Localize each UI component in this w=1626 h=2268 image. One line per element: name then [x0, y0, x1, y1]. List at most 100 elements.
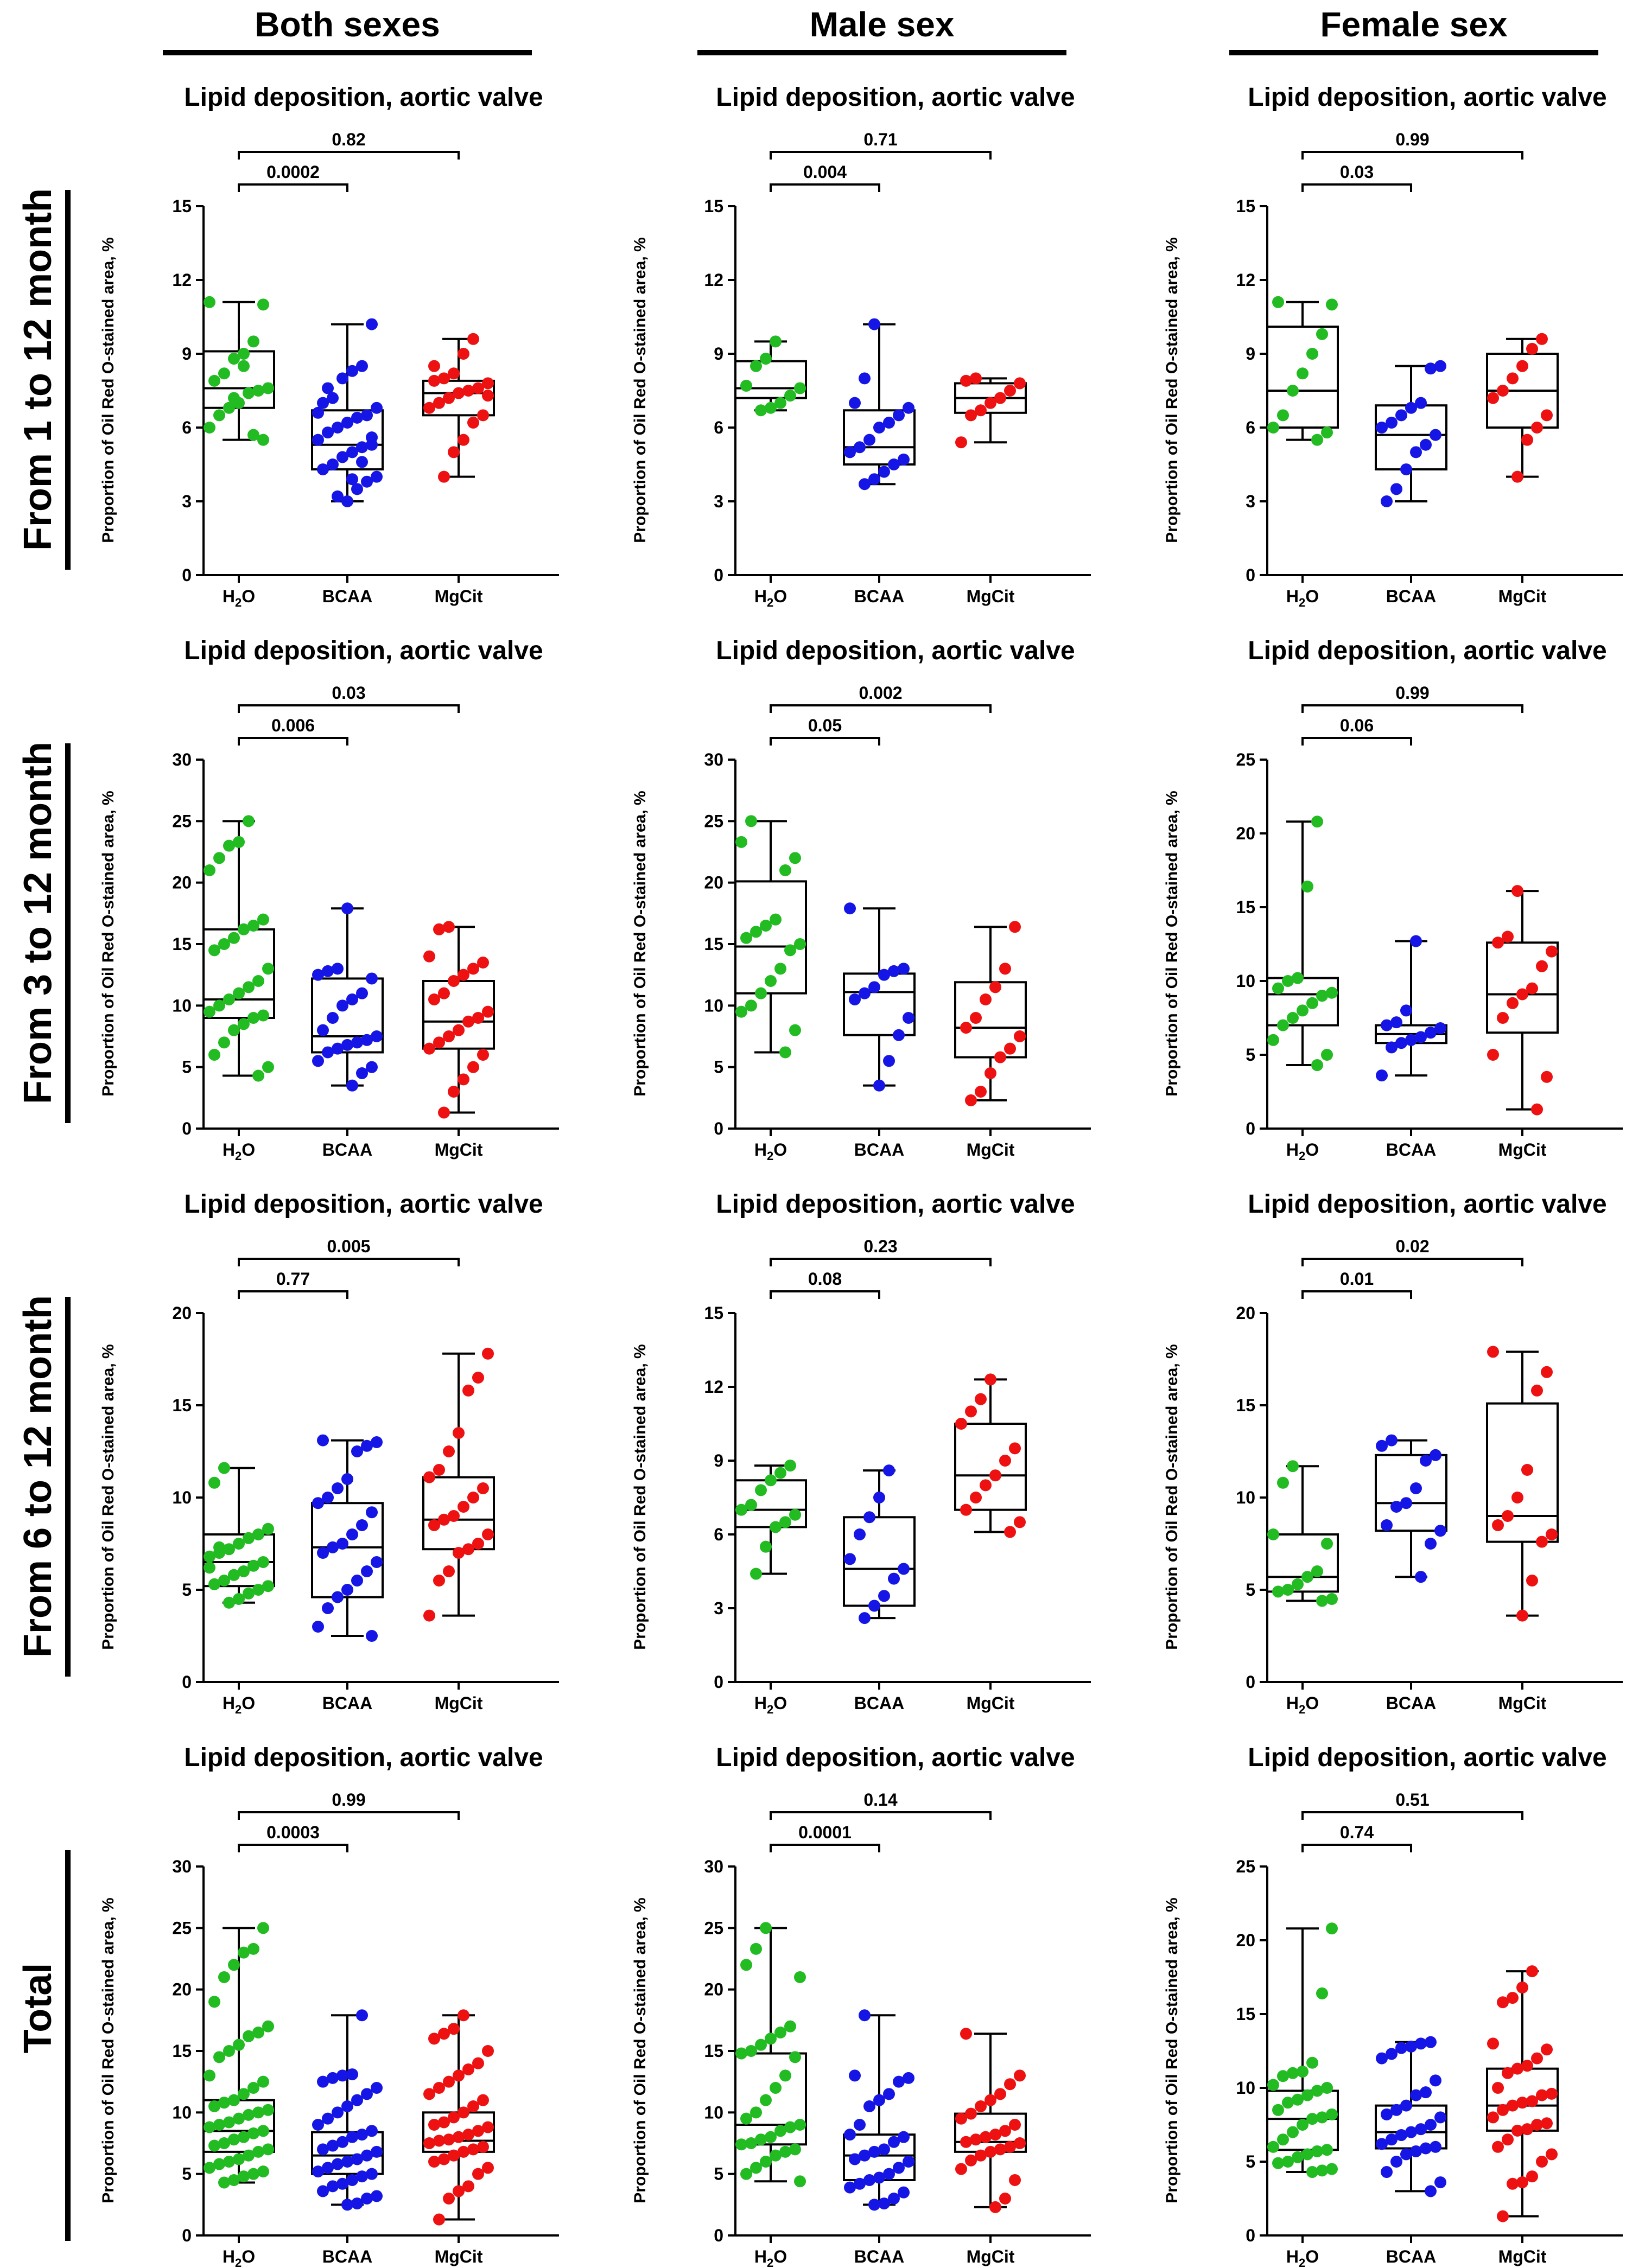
- chart-title: Lipid deposition, aortic valve: [184, 1743, 543, 1772]
- data-point: [482, 1347, 494, 1360]
- data-point: [1004, 1526, 1016, 1538]
- data-point: [247, 920, 259, 932]
- data-point: [243, 1587, 255, 1600]
- data-point: [1430, 2074, 1441, 2087]
- data-point: [1536, 333, 1548, 345]
- data-point: [228, 2133, 240, 2146]
- data-point: [448, 1086, 460, 1098]
- data-point: [1297, 2066, 1309, 2078]
- data-point: [238, 2088, 250, 2100]
- y-tick-label: 30: [172, 750, 192, 769]
- y-tick-label: 0: [714, 1119, 723, 1138]
- data-point: [970, 372, 982, 385]
- y-tick-label: 15: [704, 2041, 723, 2061]
- data-point: [1434, 1022, 1446, 1035]
- box-iqr: [202, 1533, 275, 1588]
- data-point: [1306, 997, 1318, 1009]
- data-point: [346, 1079, 358, 1092]
- y-tick-label: 9: [714, 1451, 723, 1470]
- y-tick-label: 20: [1236, 1303, 1255, 1323]
- data-point: [1541, 1366, 1553, 1378]
- box-chart-panel: Lipid deposition, aortic valve Proportion…: [1151, 1183, 1626, 1716]
- data-point: [467, 1061, 479, 1073]
- p-bracket-h2o-mgcit: [1301, 1258, 1523, 1266]
- box-iqr: [422, 379, 495, 417]
- data-point: [332, 422, 344, 434]
- data-point: [336, 2069, 348, 2082]
- data-point: [477, 409, 489, 422]
- data-point: [312, 1621, 324, 1633]
- data-point: [1405, 1034, 1417, 1046]
- data-point: [228, 2094, 240, 2106]
- data-point: [351, 1445, 363, 1457]
- data-point: [765, 975, 777, 987]
- data-point: [770, 2149, 782, 2162]
- data-point: [1316, 1987, 1328, 1999]
- data-point: [755, 2038, 767, 2051]
- chart-svg: 0 3 6 9 12 15 H2O BCAA MgCit 0.99 0.03: [1236, 130, 1623, 609]
- box-iqr: [843, 409, 916, 466]
- data-point: [462, 2063, 474, 2075]
- data-point: [336, 451, 348, 463]
- data-point: [965, 409, 977, 422]
- data-point: [448, 2111, 460, 2124]
- data-point: [332, 1591, 344, 1603]
- data-point: [868, 1600, 880, 1612]
- p-bracket-h2o-mgcit: [1301, 151, 1523, 160]
- data-point: [204, 422, 215, 434]
- data-point: [1386, 1434, 1398, 1447]
- data-point: [467, 333, 479, 345]
- y-tick-label: 5: [182, 1057, 192, 1077]
- data-point: [760, 1540, 772, 1553]
- y-tick-label: 12: [172, 270, 192, 290]
- data-point: [760, 920, 772, 932]
- data-point: [1521, 2060, 1533, 2072]
- data-point: [989, 1469, 1001, 1482]
- data-point: [970, 1492, 982, 1503]
- x-tick-label: BCAA: [854, 1693, 904, 1713]
- data-point: [989, 981, 1001, 993]
- data-point: [844, 446, 856, 458]
- data-point: [322, 1492, 334, 1503]
- data-point: [477, 2094, 489, 2106]
- data-point: [1381, 1019, 1393, 1031]
- box-chart-panel: Lipid deposition, aortic valve Proportion…: [87, 629, 608, 1163]
- data-point: [1376, 1439, 1388, 1452]
- data-point: [208, 374, 220, 387]
- p-bracket-h2o-bcaa-label: 0.01: [1340, 1269, 1374, 1289]
- p-bracket-h2o-mgcit: [238, 1811, 460, 1820]
- data-point: [336, 372, 348, 385]
- data-point: [1321, 1049, 1333, 1061]
- data-point: [859, 987, 871, 999]
- p-bracket-h2o-bcaa-label: 0.0001: [798, 1823, 852, 1842]
- data-point: [849, 2153, 861, 2165]
- y-tick-label: 9: [714, 344, 723, 364]
- data-point: [332, 2106, 344, 2119]
- data-point: [1497, 1012, 1509, 1024]
- y-tick-label: 3: [182, 492, 192, 511]
- box-iqr: [1266, 2089, 1339, 2151]
- data-point: [223, 2156, 235, 2168]
- data-point: [1487, 392, 1499, 404]
- data-point: [482, 2121, 494, 2133]
- data-point: [898, 2186, 910, 2199]
- box-iqr: [311, 977, 384, 1054]
- data-point: [366, 1506, 378, 1519]
- x-tick-label: BCAA: [854, 2247, 904, 2266]
- y-tick-label: 10: [704, 2103, 723, 2122]
- data-point: [243, 2108, 255, 2121]
- data-point: [204, 2162, 215, 2174]
- data-point: [985, 1067, 996, 1079]
- data-point: [1541, 2043, 1553, 2056]
- data-point: [223, 402, 235, 414]
- data-point: [482, 2162, 494, 2174]
- data-point: [322, 1602, 334, 1614]
- data-point: [1272, 1585, 1284, 1598]
- p-bracket-h2o-mgcit: [238, 704, 460, 713]
- data-point: [371, 1556, 383, 1568]
- data-point: [1410, 1482, 1422, 1494]
- data-point: [1405, 402, 1417, 414]
- data-point: [999, 2125, 1011, 2137]
- data-point: [238, 1018, 250, 1030]
- data-point: [755, 1484, 767, 1496]
